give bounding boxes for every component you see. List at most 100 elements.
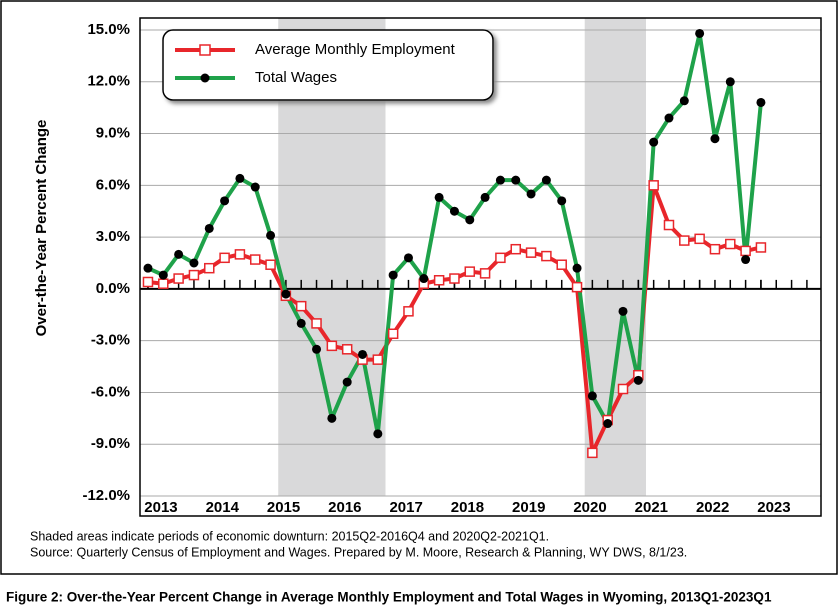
y-axis-label: Over-the-Year Percent Change [33,120,50,337]
point [725,238,736,250]
y-tick-label: 3.0% [96,228,130,245]
point [433,275,445,286]
x-tick-label: 2018 [451,499,484,516]
point [465,215,475,225]
point [326,340,338,352]
point [311,318,322,329]
point [204,223,214,233]
point [495,175,505,185]
x-tick-label: 2014 [206,499,240,516]
point [142,276,154,288]
point [189,258,199,268]
legend-label: Total Wages [255,69,337,86]
point [755,242,767,253]
point [541,175,551,185]
y-tick-label: 15.0% [87,21,130,38]
point [296,318,306,328]
x-tick-label: 2023 [757,499,790,516]
figure-frame [0,0,838,575]
point [419,274,429,284]
y-tick-label: 6.0% [96,176,130,193]
point [341,344,353,355]
point [449,206,459,216]
point [479,268,491,279]
point [587,391,597,401]
point [312,344,322,354]
y-tick-label: 0.0% [96,280,130,297]
note: Source: Quarterly Census of Employment a… [30,545,687,559]
note: Shaded areas indicate periods of economi… [30,529,549,543]
point [295,300,307,312]
x-tick-label: 2017 [389,499,422,516]
point [449,273,460,284]
point [158,270,168,280]
point [603,419,613,429]
point [679,235,690,246]
point [664,113,674,123]
y-tick-label: -3.0% [91,332,130,349]
x-tick-label: 2016 [328,499,361,516]
point [495,252,506,264]
point [204,262,215,274]
point [234,249,246,260]
point [633,375,643,385]
point [525,247,537,258]
point [464,266,476,277]
point [266,230,276,240]
x-tick-label: 2013 [144,499,177,516]
point [219,252,230,264]
x-tick-label: 2020 [573,499,606,516]
point [571,281,583,293]
point [220,196,230,206]
point [387,328,399,340]
point [358,349,368,359]
point [756,97,766,107]
point [741,255,751,265]
x-tick-label: 2022 [696,499,729,516]
point [373,429,383,439]
point [327,413,337,423]
point [511,175,521,185]
point [250,182,260,192]
point [174,249,184,259]
legend-marker [199,44,211,56]
x-tick-label: 2021 [635,499,668,516]
plot-frame [139,17,822,517]
point [235,173,245,183]
y-tick-label: -9.0% [91,435,130,452]
point [710,134,720,144]
point [694,233,705,245]
point [480,192,490,202]
legend-marker [200,73,210,83]
legend-label: Average Monthly Employment [255,41,456,58]
point [557,196,567,206]
point [679,96,689,106]
point [526,189,536,199]
point [173,273,184,284]
point [709,243,721,255]
x-tick-label: 2019 [512,499,545,516]
point [249,254,261,265]
point [695,28,705,38]
point [434,192,444,202]
point [587,447,598,459]
caption: Figure 2: Over-the-Year Percent Change i… [6,590,772,605]
downturn-shade [584,18,646,496]
y-tick-label: -12.0% [82,487,130,504]
point [725,77,735,87]
point [372,354,384,365]
legend-box [162,29,494,101]
point [740,245,751,257]
point [618,306,628,316]
y-tick-label: 9.0% [96,125,130,142]
point [388,270,398,280]
y-tick-label: -6.0% [91,383,130,400]
point [342,377,352,387]
point [403,306,414,317]
point [649,137,659,147]
y-tick-label: 12.0% [87,73,130,90]
point [541,250,552,262]
point [281,289,291,299]
point [556,259,567,270]
